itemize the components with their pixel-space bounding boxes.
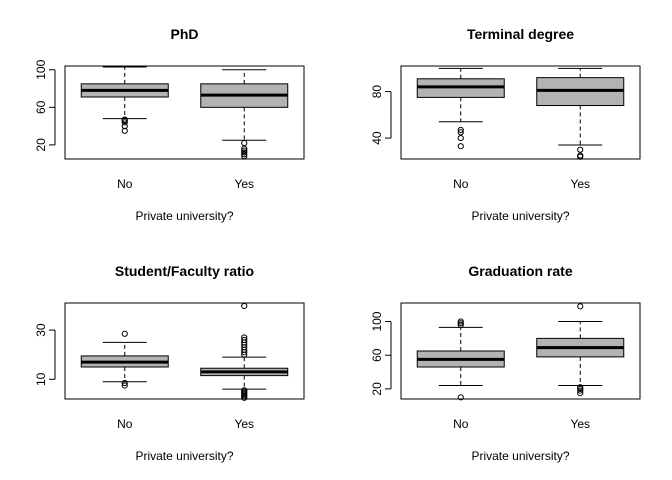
outlier-point xyxy=(577,303,584,310)
x-axis-label: Private university? xyxy=(471,209,569,223)
box-no xyxy=(80,66,169,134)
outlier-point xyxy=(457,126,464,134)
outlier-point xyxy=(457,134,464,142)
plot-frame xyxy=(400,65,641,160)
x-tick-label: Yes xyxy=(570,177,590,191)
box-no xyxy=(416,318,505,401)
outlier-point xyxy=(241,139,248,147)
x-tick-label: No xyxy=(117,177,133,191)
outlier-point xyxy=(457,129,464,136)
outlier-point xyxy=(577,384,584,391)
y-tick-label: 10 xyxy=(34,372,48,386)
plot-frame xyxy=(400,302,641,400)
x-tick-label: No xyxy=(453,177,469,191)
outlier-point xyxy=(241,302,248,310)
outlier-point xyxy=(121,379,128,387)
x-tick-label: No xyxy=(117,417,133,431)
y-tick-label: 20 xyxy=(34,138,48,152)
outlier-point xyxy=(577,152,584,159)
outlier-point xyxy=(577,146,584,153)
outlier-point xyxy=(457,143,464,150)
outlier-point xyxy=(121,330,128,337)
outlier-point xyxy=(241,334,248,341)
outlier-point xyxy=(241,149,248,156)
box-yes xyxy=(200,302,289,401)
chart-panel: Student/Faculty ratio 10 30 No Yes Private un… xyxy=(34,263,305,463)
x-axis-label: Private university? xyxy=(135,449,233,463)
y-tick-label: 80 xyxy=(370,85,384,99)
x-axis-label: Private university? xyxy=(471,449,569,463)
chart-panel: PhD 20 60 100 No Yes Private university? xyxy=(34,26,305,223)
chart-title: PhD xyxy=(171,26,199,42)
y-tick-label: 60 xyxy=(370,348,384,362)
x-axis-label: Private university? xyxy=(135,209,233,223)
chart-panel: Graduation rate 20 60 100 No Yes Private unive… xyxy=(370,263,641,463)
y-tick-label: 100 xyxy=(34,59,48,79)
plot-frame xyxy=(64,65,305,160)
outlier-point xyxy=(121,127,128,134)
box-no xyxy=(416,67,505,150)
outlier-point xyxy=(577,390,584,397)
box-yes xyxy=(200,69,289,160)
y-tick-label: 60 xyxy=(34,100,48,114)
box-no xyxy=(80,330,169,389)
box-yes xyxy=(536,303,625,397)
outlier-point xyxy=(121,119,128,126)
outlier-point xyxy=(121,382,128,389)
chart-title: Student/Faculty ratio xyxy=(115,263,254,279)
plot-frame xyxy=(64,302,305,400)
y-tick-label: 20 xyxy=(370,382,384,396)
y-tick-label: 40 xyxy=(370,131,384,145)
y-tick-label: 100 xyxy=(370,311,384,331)
outlier-point xyxy=(121,116,128,123)
x-tick-label: Yes xyxy=(234,177,254,191)
chart-panel: Terminal degree 40 80 No Yes Private universi… xyxy=(370,26,641,223)
outlier-point xyxy=(457,394,464,401)
x-tick-label: Yes xyxy=(234,417,254,431)
y-tick-label: 30 xyxy=(34,323,48,337)
outlier-point xyxy=(241,387,248,394)
x-tick-label: No xyxy=(453,417,469,431)
box-yes xyxy=(536,67,625,160)
outlier-point xyxy=(457,318,464,325)
x-tick-label: Yes xyxy=(570,417,590,431)
chart-title: Graduation rate xyxy=(468,263,572,279)
outlier-point xyxy=(241,336,248,344)
chart-title: Terminal degree xyxy=(467,26,574,42)
outlier-point xyxy=(241,147,248,154)
